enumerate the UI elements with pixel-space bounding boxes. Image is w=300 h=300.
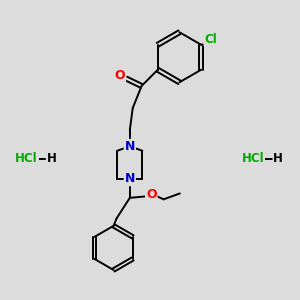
Text: HCl: HCl	[15, 152, 38, 165]
Text: O: O	[146, 188, 157, 201]
Text: HCl: HCl	[242, 152, 264, 165]
Text: H: H	[273, 152, 283, 165]
Text: H: H	[46, 152, 56, 165]
Text: N: N	[124, 172, 135, 185]
Text: N: N	[124, 140, 135, 153]
Text: O: O	[115, 69, 125, 82]
Text: Cl: Cl	[204, 33, 217, 46]
